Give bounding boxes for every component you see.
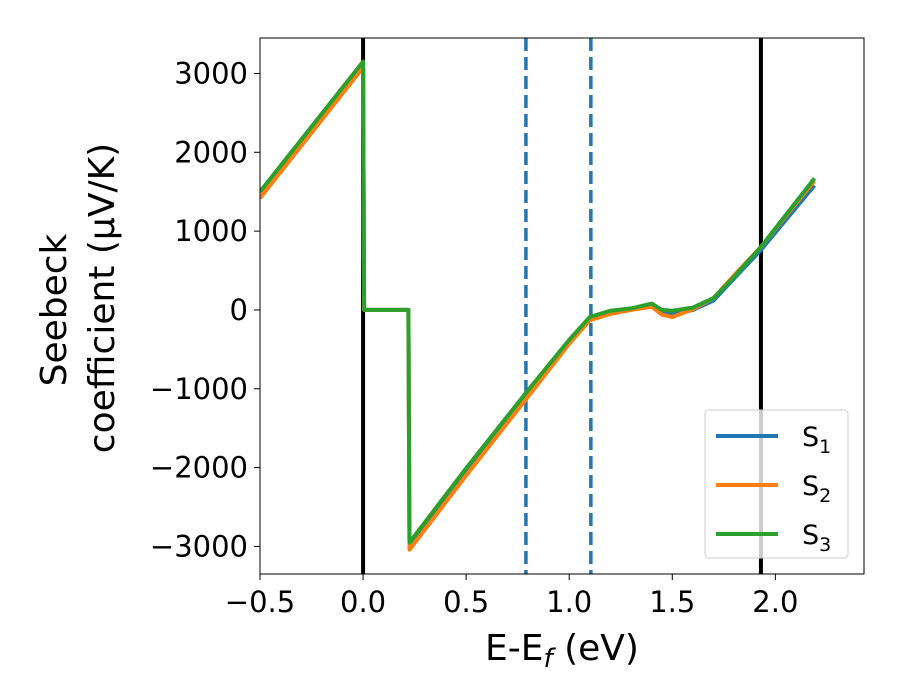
legend-label-2: S2 (802, 471, 831, 507)
x-tick-label: 1.0 (546, 585, 592, 619)
y-tick-label: 1000 (174, 214, 248, 248)
x-tick-label: 0.5 (443, 585, 489, 619)
y-tick-label: 2000 (174, 135, 248, 169)
y-axis-label-line-2: coefficient (μV/K) (82, 143, 123, 453)
y-axis-label-line-1: Seebeck (34, 233, 75, 386)
legend: S1 S2 S3 (704, 409, 849, 559)
legend-label-1: S1 (802, 422, 831, 458)
legend-label-3: S3 (802, 520, 831, 556)
y-axis-ticks: −3000 −2000 −1000 0 1000 2000 3000 (150, 56, 260, 563)
x-axis-ticks: −0.5 0.0 0.5 1.0 1.5 2.0 (225, 574, 798, 619)
y-tick-label: −3000 (150, 529, 248, 563)
x-axis-label: E-Ef (eV) (485, 628, 639, 674)
y-tick-label: −2000 (150, 451, 248, 485)
y-tick-label: 0 (230, 293, 248, 327)
y-axis-label: Seebeck coefficient (μV/K) (34, 143, 123, 453)
x-tick-label: 2.0 (752, 585, 798, 619)
y-tick-label: −1000 (150, 372, 248, 406)
x-tick-label: −0.5 (225, 585, 295, 619)
x-tick-label: 1.5 (649, 585, 695, 619)
y-tick-label: 3000 (174, 56, 248, 90)
series-lines (260, 59, 817, 552)
series-line-3 (260, 59, 817, 545)
plot-frame (259, 37, 865, 575)
x-tick-label: 0.0 (340, 585, 386, 619)
